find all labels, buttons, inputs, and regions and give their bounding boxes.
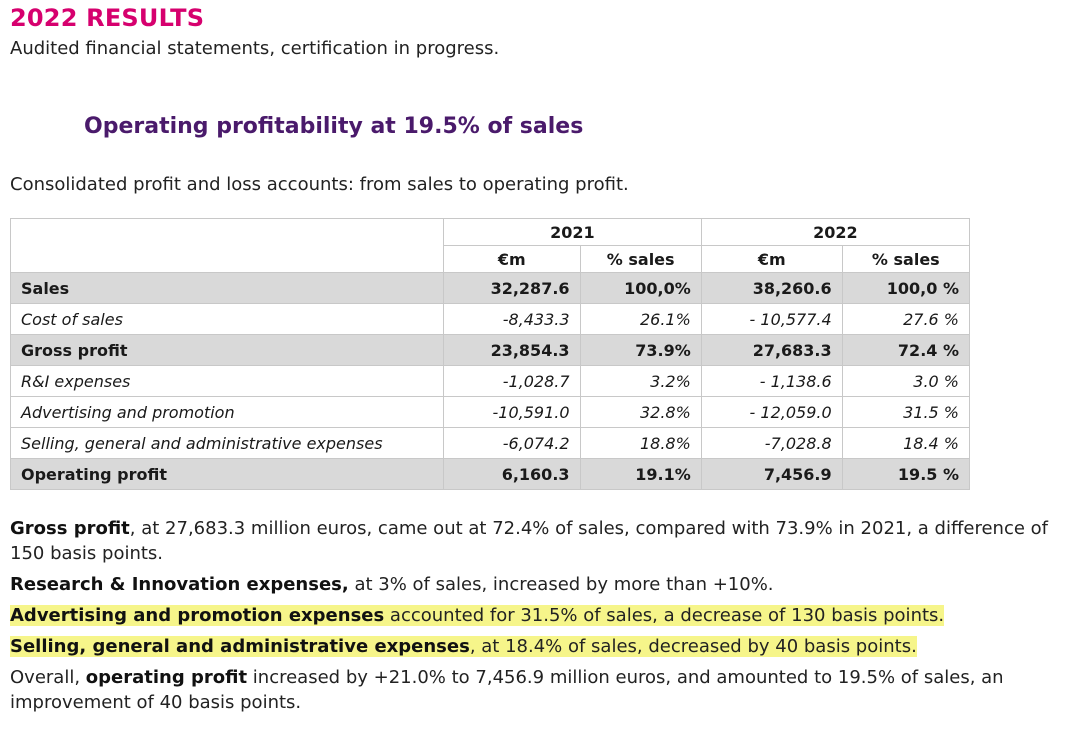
year-2022-header: 2022 xyxy=(700,218,971,246)
commentary-term: Advertising and promotion expenses xyxy=(10,605,385,626)
value-2021: 6,160.3 xyxy=(443,458,581,490)
commentary-term: operating profit xyxy=(85,667,248,688)
pct-2021: 19.1% xyxy=(579,458,702,490)
commentary-text: , at 27,683.3 million euros, came out at… xyxy=(10,518,1048,564)
pct-2021: 26.1% xyxy=(579,303,702,335)
value-2022: - 12,059.0 xyxy=(700,396,843,428)
table-row-sga: Selling, general and administrative expe… xyxy=(10,427,971,459)
value-2022: 7,456.9 xyxy=(700,458,843,490)
page-title: 2022 RESULTS xyxy=(10,4,205,32)
table-row-cost-of-sales: Cost of sales -8,433.3 26.1% - 10,577.4 … xyxy=(10,303,971,335)
pct-2022: 31.5 % xyxy=(841,396,971,428)
table-row-gross-profit: Gross profit 23,854.3 73.9% 27,683.3 72.… xyxy=(10,334,971,366)
value-2021: -10,591.0 xyxy=(443,396,581,428)
table-row-advertising: Advertising and promotion -10,591.0 32.8… xyxy=(10,396,971,428)
pct-2022: 27.6 % xyxy=(841,303,971,335)
highlight-mark: Advertising and promotion expenses accou… xyxy=(10,605,945,626)
pct-2021: 32.8% xyxy=(579,396,702,428)
commentary-text: at 3% of sales, increased by more than +… xyxy=(348,574,774,595)
row-label: Cost of sales xyxy=(10,303,444,335)
commentary-operating-profit: Overall, operating profit increased by +… xyxy=(10,665,1070,715)
value-2022: 27,683.3 xyxy=(700,334,843,366)
commentary-sga: Selling, general and administrative expe… xyxy=(10,634,1070,659)
row-label: R&I expenses xyxy=(10,365,444,397)
col-pct-2021: % sales xyxy=(579,245,702,273)
col-pct-2022: % sales xyxy=(841,245,971,273)
row-label: Sales xyxy=(10,272,444,304)
section-headline: Operating profitability at 19.5% of sale… xyxy=(84,114,584,139)
column-header-row: €m % sales €m % sales xyxy=(11,245,971,273)
col-em-2022: €m xyxy=(700,245,843,273)
col-em-2021: €m xyxy=(443,245,581,273)
table-row-operating-profit: Operating profit 6,160.3 19.1% 7,456.9 1… xyxy=(10,458,971,490)
table-row-ri-expenses: R&I expenses -1,028.7 3.2% - 1,138.6 3.0… xyxy=(10,365,971,397)
value-2021: -1,028.7 xyxy=(443,365,581,397)
commentary-text: increased by +21.0% to 7,456.9 million e… xyxy=(10,667,1004,713)
value-2021: -6,074.2 xyxy=(443,427,581,459)
year-2021-header: 2021 xyxy=(443,218,702,246)
pct-2022: 18.4 % xyxy=(841,427,971,459)
year-header-row: 2021 2022 xyxy=(10,218,971,273)
pct-2021: 73.9% xyxy=(579,334,702,366)
value-2022: - 10,577.4 xyxy=(700,303,843,335)
row-label: Gross profit xyxy=(10,334,444,366)
pct-2021: 18.8% xyxy=(579,427,702,459)
table-row-sales: Sales 32,287.6 100,0% 38,260.6 100,0 % xyxy=(10,272,971,304)
commentary-gross-profit: Gross profit, at 27,683.3 million euros,… xyxy=(10,516,1070,566)
commentary-advertising: Advertising and promotion expenses accou… xyxy=(10,603,1070,628)
pct-2021: 100,0% xyxy=(579,272,702,304)
table-intro: Consolidated profit and loss accounts: f… xyxy=(10,174,629,195)
commentary-term: Gross profit xyxy=(10,518,130,539)
pct-2022: 72.4 % xyxy=(841,334,971,366)
pct-2022: 100,0 % xyxy=(841,272,971,304)
commentary-term: Research & Innovation expenses, xyxy=(10,574,349,595)
highlight-mark: Selling, general and administrative expe… xyxy=(10,636,917,657)
commentary: Gross profit, at 27,683.3 million euros,… xyxy=(10,516,1070,721)
row-label: Advertising and promotion xyxy=(10,396,444,428)
header-blank-cell xyxy=(10,218,444,273)
row-label: Operating profit xyxy=(10,458,444,490)
value-2021: 32,287.6 xyxy=(443,272,581,304)
value-2021: 23,854.3 xyxy=(443,334,581,366)
pct-2022: 3.0 % xyxy=(841,365,971,397)
commentary-text: accounted for 31.5% of sales, a decrease… xyxy=(384,605,945,626)
commentary-text: Overall, xyxy=(10,667,86,688)
value-2022: 38,260.6 xyxy=(700,272,843,304)
value-2021: -8,433.3 xyxy=(443,303,581,335)
commentary-term: Selling, general and administrative expe… xyxy=(10,636,470,657)
page-subtitle: Audited financial statements, certificat… xyxy=(10,38,500,59)
commentary-text: , at 18.4% of sales, decreased by 40 bas… xyxy=(469,636,917,657)
pct-2021: 3.2% xyxy=(579,365,702,397)
row-label: Selling, general and administrative expe… xyxy=(10,427,444,459)
profit-loss-table: 2021 2022 €m % sales €m % sales Sales 32… xyxy=(10,218,971,490)
value-2022: - 1,138.6 xyxy=(700,365,843,397)
pct-2022: 19.5 % xyxy=(841,458,971,490)
value-2022: -7,028.8 xyxy=(700,427,843,459)
commentary-ri: Research & Innovation expenses, at 3% of… xyxy=(10,572,1070,597)
